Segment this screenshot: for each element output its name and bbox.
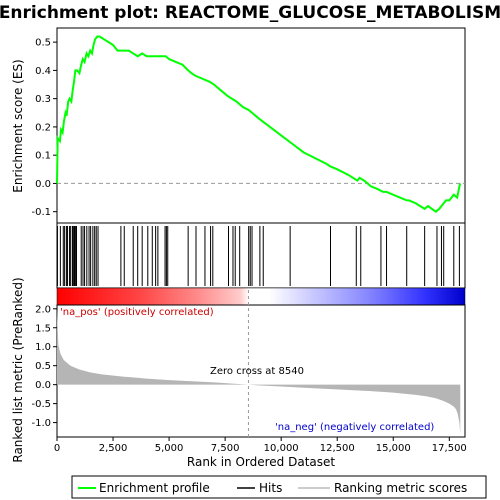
legend-hits-label: Hits <box>259 481 282 495</box>
hit-markers <box>56 226 460 286</box>
rank-heatmap-bar <box>56 287 466 306</box>
es-tick-label: 0.2 <box>35 122 51 133</box>
x-axis-label: Rank in Ordered Dataset <box>187 455 335 469</box>
neg-annotation: 'na_neg' (negatively correlated) <box>275 422 434 433</box>
metric-tick-label: 0.5 <box>35 361 51 372</box>
metric-tick-label: -1.0 <box>31 418 51 429</box>
metric-tick-label: 0.0 <box>35 380 51 391</box>
x-tick-label: 17,500 <box>432 443 467 454</box>
zero-cross-annotation: Zero cross at 8540 <box>210 366 304 377</box>
legend-box <box>71 475 487 499</box>
metric-tick-label: 2.0 <box>35 304 51 315</box>
metric-plot-area <box>56 304 466 438</box>
legend: Enrichment profile Hits Ranking metric s… <box>71 475 487 499</box>
x-tick-label: 5,000 <box>155 443 184 454</box>
metric-tick-label: 1.5 <box>35 323 51 334</box>
heatmap-gradient <box>56 287 466 306</box>
hits-plot-area <box>56 222 466 289</box>
x-axis: 0 2,500 5,000 7,500 10,000 12,500 15,000 17,500 <box>54 437 467 454</box>
metric-panel: -1.0 -0.5 0.0 0.5 1.0 1.5 2.0 'na_pos' (positi… <box>31 290 466 438</box>
es-panel: -0.1 0.0 0.1 0.2 0.3 0.4 0.5 <box>31 27 466 224</box>
es-tick-label: 0.1 <box>35 151 51 162</box>
x-tick-label: 7,500 <box>211 443 240 454</box>
x-tick-label: 2,500 <box>99 443 128 454</box>
enrichment-profile-line <box>56 35 462 213</box>
metric-tick-label: 1.0 <box>35 342 51 353</box>
metric-y-axis-label: Ranked list metric (PreRanked) <box>11 277 25 462</box>
es-y-axis: -0.1 0.0 0.1 0.2 0.3 0.4 0.5 <box>31 38 57 218</box>
x-tick-label: 15,000 <box>376 443 411 454</box>
es-plot-area <box>56 27 466 224</box>
es-tick-label: -0.1 <box>31 207 51 218</box>
pos-annotation: 'na_pos' (positively correlated) <box>60 307 214 318</box>
x-tick-label: 10,000 <box>264 443 299 454</box>
es-y-axis-label: Enrichment score (ES) <box>11 59 25 192</box>
legend-profile-label: Enrichment profile <box>99 481 210 495</box>
metric-y-axis: -1.0 -0.5 0.0 0.5 1.0 1.5 2.0 <box>31 304 57 429</box>
hits-panel <box>56 222 466 289</box>
metric-tick-label: -0.5 <box>31 399 51 410</box>
es-tick-label: 0.3 <box>35 94 51 105</box>
chart-title: Enrichment plot: REACTOME_GLUCOSE_METABO… <box>0 3 500 23</box>
es-tick-label: 0.0 <box>35 179 51 190</box>
legend-metric-label: Ranking metric scores <box>334 481 467 495</box>
x-tick-label: 0 <box>54 443 60 454</box>
x-tick-label: 12,500 <box>320 443 355 454</box>
es-tick-label: 0.5 <box>35 38 51 49</box>
es-tick-label: 0.4 <box>35 66 51 77</box>
